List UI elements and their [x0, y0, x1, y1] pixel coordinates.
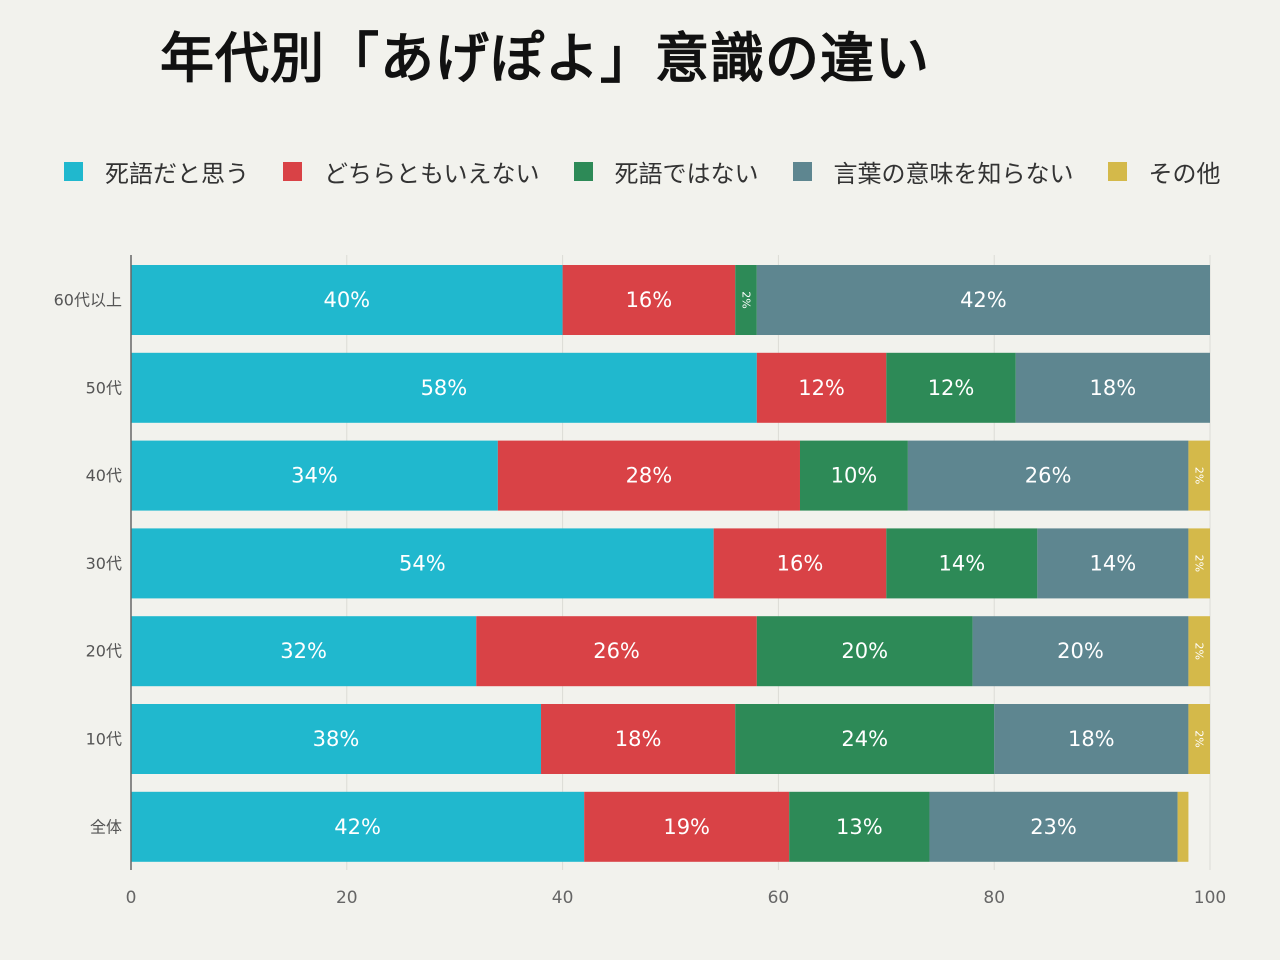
legend-item: 言葉の意味を知らない [792, 154, 1074, 189]
bar-segment [735, 704, 995, 774]
data-label: 14% [1090, 551, 1137, 575]
legend-label: その他 [1148, 160, 1221, 188]
category-tick-label: 10代 [86, 730, 122, 749]
data-label: 28% [626, 464, 673, 488]
bar-segment [1188, 440, 1210, 511]
data-label: 58% [421, 376, 468, 400]
category-tick-label: 60代以上 [54, 291, 122, 310]
data-label: 2% [1193, 642, 1206, 659]
bar-segment [713, 528, 887, 599]
bar-segment [907, 440, 1189, 511]
bar-segment [756, 265, 1210, 335]
data-label: 16% [777, 551, 824, 575]
bar-segment [131, 265, 563, 335]
legend-label: 死語ではない [614, 160, 759, 188]
data-label: 12% [928, 376, 975, 400]
bar-segment [131, 352, 757, 423]
x-tick-label: 20 [336, 888, 358, 908]
data-label: 42% [334, 815, 381, 839]
x-tick-label: 100 [1194, 888, 1226, 908]
data-label: 14% [938, 551, 985, 575]
bar-segment [994, 704, 1189, 774]
data-label: 18% [1068, 727, 1115, 751]
data-label: 2% [1193, 555, 1206, 572]
data-label: 20% [1057, 639, 1104, 663]
data-label: 34% [291, 464, 338, 488]
legend-item: 死語だと思う [64, 154, 249, 189]
bar-segment [1037, 528, 1189, 599]
bar-segment [131, 528, 714, 599]
legend-item: その他 [1107, 154, 1221, 189]
x-tick-label: 40 [552, 888, 574, 908]
bar-segment [131, 791, 585, 862]
data-label: 19% [663, 815, 710, 839]
bar-segment [1188, 528, 1210, 599]
bar-segment [756, 616, 973, 687]
data-label: 12% [798, 376, 845, 400]
data-label: 20% [841, 639, 888, 663]
legend-swatch [283, 162, 302, 181]
x-tick-label: 80 [983, 888, 1005, 908]
legend: 死語だと思う どちらともいえない 死語ではない 言葉の意味を知らない その他 [64, 154, 1255, 189]
data-label: 38% [313, 727, 360, 751]
bar-segment [799, 440, 908, 511]
bar-segment [541, 704, 736, 774]
category-tick-label: 20代 [86, 642, 122, 661]
bar-segment [886, 352, 1016, 423]
data-label: 26% [1025, 464, 1072, 488]
legend-swatch [792, 162, 812, 181]
bar-segment [886, 528, 1038, 599]
category-tick-label: 40代 [86, 466, 122, 485]
bar-segment [1188, 704, 1210, 774]
data-label: 13% [836, 815, 883, 839]
data-label: 2% [740, 291, 753, 308]
bar-segment [756, 352, 887, 423]
data-label: 54% [399, 551, 446, 575]
data-label: 24% [841, 727, 888, 751]
legend-item: どちらともいえない [283, 154, 540, 189]
data-label: 23% [1030, 815, 1077, 839]
data-label: 16% [626, 288, 673, 312]
bar-segment [476, 616, 757, 687]
category-tick-label: 30代 [86, 554, 122, 573]
bar-segment [1015, 352, 1210, 423]
data-label: 2% [1193, 467, 1206, 484]
bar-segment [131, 440, 498, 511]
bar-segment [497, 440, 800, 511]
bar-segment [1177, 791, 1189, 862]
x-tick-label: 60 [768, 888, 790, 908]
legend-swatch [573, 162, 593, 181]
bar-segment [735, 265, 757, 335]
bar-segment [789, 791, 930, 862]
data-label: 32% [280, 639, 327, 663]
bar-segment [562, 265, 736, 335]
data-label: 18% [615, 727, 662, 751]
data-label: 26% [593, 639, 640, 663]
data-label: 10% [831, 464, 878, 488]
x-tick-label: 0 [126, 888, 137, 908]
data-label: 18% [1090, 376, 1137, 400]
bar-segment [972, 616, 1189, 687]
data-label: 40% [323, 288, 370, 312]
legend-label: 死語だと思う [105, 160, 249, 188]
data-label: 2% [1193, 730, 1206, 747]
legend-swatch [1107, 162, 1127, 181]
legend-label: 言葉の意味を知らない [833, 160, 1074, 188]
category-tick-label: 全体 [90, 817, 122, 836]
bar-segment [929, 791, 1178, 862]
bar-segment [584, 791, 790, 862]
legend-item: 死語ではない [573, 154, 759, 189]
bar-segment [131, 616, 477, 687]
chart-title: 年代別「あげぽよ」意識の違い [160, 27, 930, 90]
bar-segment [1188, 616, 1210, 687]
legend-label: どちらともいえない [324, 160, 540, 188]
legend-swatch [64, 162, 83, 181]
category-tick-label: 50代 [86, 378, 122, 397]
bar-segment [131, 704, 542, 774]
data-label: 42% [960, 288, 1007, 312]
